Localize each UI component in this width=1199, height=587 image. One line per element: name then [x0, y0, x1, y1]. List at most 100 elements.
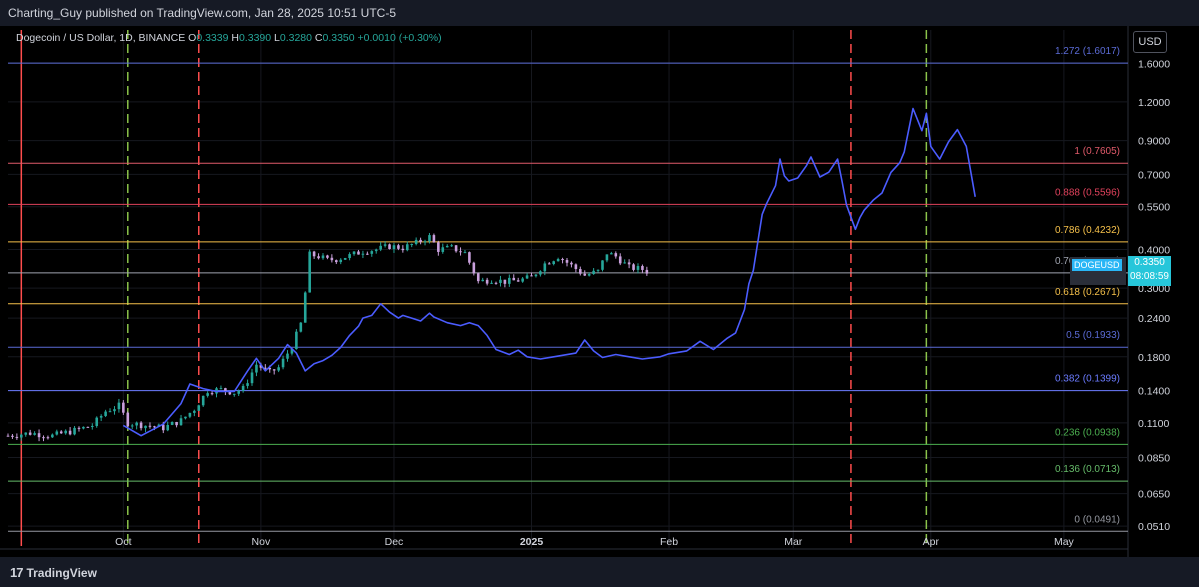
- candle-body: [366, 253, 369, 255]
- candle-body: [15, 436, 19, 438]
- candle-body: [219, 388, 223, 390]
- current-price-box: 0.3350 08:08:59: [1128, 256, 1171, 286]
- candle-body: [64, 430, 67, 434]
- candle-body: [530, 275, 533, 277]
- y-tick-label: 0.1400: [1138, 386, 1170, 398]
- candle-body: [130, 425, 134, 427]
- projection-line: [122, 107, 976, 437]
- candle-body: [339, 259, 343, 263]
- symbol-price-tag: DOGEUSD: [1070, 257, 1126, 285]
- candle-body: [561, 259, 564, 261]
- price-chart[interactable]: 1.272 (1.6017) 1 (0.7605) 0.888 (0.5596) 0.…: [0, 26, 1199, 557]
- candle-body: [317, 256, 320, 259]
- publisher-header: Charting_Guy published on TradingView.co…: [0, 0, 1199, 26]
- symbol-tag: DOGEUSD: [1072, 259, 1122, 271]
- y-tick-label: 0.0510: [1138, 521, 1170, 533]
- legend-low: 0.3280: [279, 32, 312, 44]
- candle-body: [618, 256, 622, 264]
- candle-body: [521, 278, 524, 282]
- y-tick-label: 0.9000: [1138, 136, 1170, 148]
- tradingview-logo[interactable]: 17 TradingView: [10, 565, 97, 580]
- price-axis[interactable]: 1.6000 1.2000 0.9000 0.7000 0.5500 0.4000 0.30…: [1138, 58, 1170, 533]
- candle-body: [641, 266, 644, 270]
- projection: [122, 107, 976, 437]
- candle-body: [379, 245, 382, 250]
- candle-body: [117, 402, 121, 410]
- candle-body: [37, 433, 41, 438]
- candles: [6, 232, 649, 442]
- candle-body: [175, 421, 178, 426]
- fib-level-label: 0.5 (0.1933): [1066, 330, 1120, 341]
- currency-button[interactable]: USD: [1133, 31, 1167, 53]
- candle-body: [547, 263, 551, 265]
- y-tick-label: 0.5500: [1138, 202, 1170, 214]
- fib-level-label: 0.136 (0.0713): [1055, 464, 1120, 475]
- y-tick-label: 0.4000: [1138, 245, 1170, 257]
- x-tick-label: Feb: [660, 536, 678, 548]
- candle-body: [108, 411, 112, 413]
- candle-body: [197, 405, 201, 411]
- candle-body: [161, 424, 165, 431]
- fibonacci-levels: 1.272 (1.6017) 1 (0.7605) 0.888 (0.5596) 0.…: [8, 46, 1128, 532]
- candle-body: [414, 239, 418, 245]
- candle-body: [228, 391, 232, 395]
- candle-body: [321, 255, 325, 259]
- candle-body: [122, 402, 125, 413]
- candle-body: [543, 263, 547, 272]
- candle-body: [268, 367, 272, 370]
- candle-body: [286, 353, 289, 359]
- fib-level-label: 0 (0.0491): [1074, 514, 1120, 525]
- candle-body: [579, 269, 582, 274]
- candle-body: [246, 383, 249, 386]
- candle-body: [255, 364, 258, 373]
- chart-background: [0, 26, 1199, 557]
- candle-body: [308, 251, 311, 293]
- candle-body: [352, 251, 356, 255]
- legend-open-label: O: [188, 32, 197, 44]
- candle-body: [508, 277, 511, 284]
- fib-level-label: 1.272 (1.6017): [1055, 46, 1120, 57]
- candle-body: [139, 422, 143, 429]
- candle-body: [463, 252, 467, 254]
- candle-body: [596, 269, 600, 271]
- candle-body: [51, 434, 54, 438]
- candle-body: [90, 425, 94, 427]
- legend-high-label: H: [231, 32, 239, 44]
- candle-body: [419, 239, 422, 242]
- footer-bar: 17 TradingView: [0, 557, 1199, 587]
- candle-body: [450, 245, 453, 247]
- y-tick-label: 0.0650: [1138, 489, 1170, 501]
- candle-body: [259, 364, 263, 368]
- candle-body: [299, 322, 303, 332]
- legend-close-label: C: [314, 32, 323, 44]
- time-axis[interactable]: Oct Nov Dec 2025 Feb Mar Apr May: [115, 536, 1074, 548]
- candle-body: [512, 277, 516, 281]
- candle-body: [330, 257, 334, 261]
- current-price: 0.3350: [1134, 257, 1165, 268]
- candle-body: [232, 393, 236, 395]
- legend-symbol-title: Dogecoin / US Dollar, 1D, BINANCE: [16, 32, 186, 44]
- candle-body: [570, 262, 573, 265]
- candle-body: [237, 390, 240, 394]
- x-tick-label: Oct: [115, 536, 131, 548]
- candle-body: [348, 254, 351, 259]
- candle-body: [645, 269, 649, 274]
- candle-body: [281, 358, 285, 368]
- candle-body: [166, 424, 170, 431]
- candle-body: [476, 273, 480, 282]
- candle-body: [312, 251, 316, 257]
- x-tick-label: Mar: [784, 536, 803, 548]
- candle-body: [485, 279, 489, 284]
- candle-body: [592, 270, 595, 275]
- candle-body: [565, 260, 569, 263]
- candle-body: [6, 435, 10, 437]
- candle-body: [24, 432, 28, 435]
- candle-body: [148, 425, 152, 427]
- legend-high: 0.3390: [238, 32, 272, 44]
- candle-body: [28, 432, 32, 435]
- candle-body: [437, 242, 440, 252]
- fib-level-label: 0.786 (0.4232): [1055, 225, 1120, 236]
- candle-body: [357, 251, 360, 255]
- candle-body: [361, 253, 365, 255]
- y-tick-label: 0.1100: [1138, 418, 1169, 430]
